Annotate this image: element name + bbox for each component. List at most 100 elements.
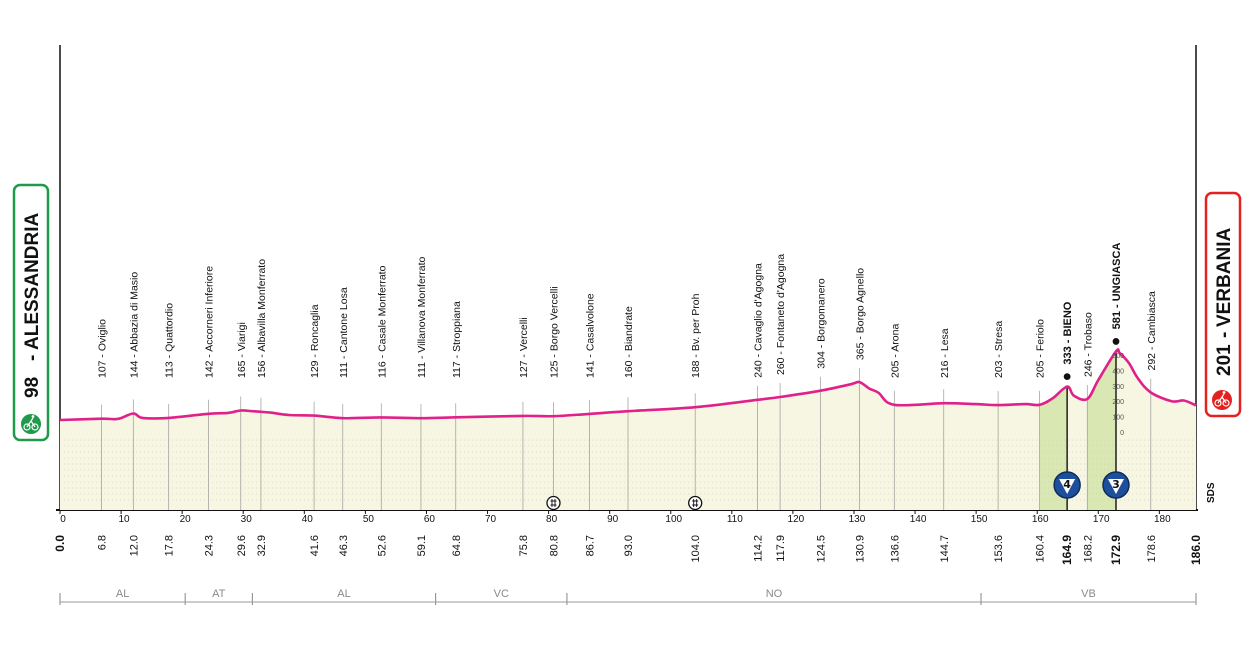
sds-label: SDS — [1206, 482, 1217, 503]
waypoint-label: 365 - Borgo Agnello — [855, 268, 867, 360]
waypoint-label: 160 - Biandrate — [623, 306, 635, 378]
km-tick-label: 160 — [1032, 514, 1049, 525]
km-tick-label: 80 — [546, 514, 558, 525]
summit-marker — [1112, 338, 1120, 345]
climb-area — [1087, 351, 1116, 510]
distance-label: 46.3 — [338, 535, 350, 556]
province-label: AT — [212, 588, 226, 600]
waypoint-label: 260 - Fontaneto d'Agogna — [775, 254, 787, 375]
distance-label: 117.9 — [775, 535, 787, 562]
province-label: VC — [494, 588, 509, 600]
distance-label: 104.0 — [690, 535, 702, 563]
waypoint-label: 292 - Cambiasca — [1146, 291, 1158, 371]
km-tick-label: 110 — [727, 514, 743, 525]
altitude-scale-label: 500 — [1112, 353, 1124, 360]
altitude-scale-label: 0 — [1120, 430, 1124, 437]
waypoint-label: 129 - Roncaglia — [309, 304, 321, 378]
altitude-scale-label: 300 — [1112, 384, 1124, 391]
waypoint-label: 205 - Feriolo — [1035, 319, 1047, 378]
km-tick-label: 100 — [665, 514, 682, 525]
waypoint-label: 246 - Trobaso — [1082, 312, 1094, 377]
finish-name: VERBANIA — [1214, 227, 1235, 327]
province-label: NO — [766, 588, 783, 600]
distance-label: 12.0 — [128, 535, 140, 556]
distance-label: 59.1 — [416, 535, 428, 556]
altitude-scale-label: 100 — [1112, 415, 1124, 422]
finish-altitude: 201 — [1214, 344, 1235, 376]
distance-label: 144.7 — [939, 535, 951, 563]
waypoint-label: 117 - Stroppiana — [451, 301, 463, 378]
km-tick-label: 0 — [60, 514, 66, 525]
start-badge: 98 - ALESSANDRIA — [12, 183, 50, 442]
km-tick-label: 140 — [910, 514, 927, 525]
sprint-icon — [688, 495, 703, 511]
svg-text:-: - — [1214, 332, 1235, 338]
kom-category: 4 — [1063, 478, 1071, 491]
start-altitude: 98 — [22, 377, 43, 398]
altitude-scale-label: 200 — [1112, 399, 1124, 406]
km-tick-label: 120 — [788, 514, 805, 525]
waypoint-label: 333 - BIENO — [1062, 301, 1074, 364]
distance-label: 136.6 — [889, 535, 901, 563]
distance-label: 114.2 — [753, 535, 765, 562]
summit-marker — [1063, 373, 1071, 381]
km-tick-label: 10 — [119, 514, 131, 525]
distance-label: 41.6 — [309, 535, 321, 556]
waypoint-label: 142 - Accorneri Inferiore — [203, 266, 215, 378]
kom-category: 3 — [1112, 478, 1120, 491]
start-name: ALESSANDRIA — [22, 212, 43, 350]
distance-label: 130.9 — [855, 535, 867, 563]
distance-label: 6.8 — [97, 535, 109, 550]
waypoint-label: 156 - Albavilla Monferrato — [256, 259, 268, 378]
waypoint-label: 240 - Cavaglio d'Agogna — [753, 263, 765, 378]
distance-label: 29.6 — [236, 535, 248, 556]
distance-label: 32.9 — [256, 535, 268, 556]
km-tick-label: 40 — [302, 514, 314, 525]
waypoint-label: 165 - Viarigi — [236, 322, 248, 378]
km-tick-label: 170 — [1093, 514, 1110, 525]
distance-label: 160.4 — [1035, 535, 1047, 563]
profile-line — [59, 348, 1197, 422]
distance-label: 186.0 — [1189, 535, 1203, 565]
cyclist-icon — [1212, 390, 1232, 410]
km-tick-label: 20 — [180, 514, 192, 525]
distance-label: 80.8 — [549, 535, 561, 556]
waypoint-label: 141 - Casalvolone — [585, 293, 597, 378]
km-tick-label: 50 — [363, 514, 375, 525]
sprint-icon-grid — [550, 499, 557, 507]
distance-label: 178.6 — [1146, 535, 1158, 563]
waypoint-label: 127 - Vercelli — [518, 317, 530, 378]
waypoint-label: 581 - UNGIASCA — [1111, 243, 1123, 330]
km-tick-label: 130 — [849, 514, 866, 525]
cyclist-icon — [21, 414, 41, 434]
waypoint-label: 205 - Arona — [889, 324, 901, 378]
waypoint-label: 216 - Lesa — [939, 328, 951, 378]
waypoint-label: 203 - Stresa — [993, 321, 1005, 378]
waypoint-label: 107 - Oviglio — [97, 319, 109, 378]
province-label: VB — [1081, 588, 1096, 600]
province-label: AL — [337, 588, 350, 600]
distance-label: 86.7 — [585, 535, 597, 556]
km-tick-label: 60 — [424, 514, 436, 525]
waypoint-label: 125 - Borgo Vercelli — [549, 286, 561, 378]
distance-label: 24.3 — [203, 535, 215, 556]
distance-label: 52.6 — [376, 535, 388, 556]
km-tick-label: 70 — [485, 514, 497, 525]
distance-label: 0.0 — [53, 535, 67, 552]
waypoint-label: 111 - Villanova Monferrato — [416, 256, 428, 378]
distance-label: 124.5 — [815, 535, 827, 563]
kom-triangle — [1107, 479, 1124, 494]
km-tick-label: 180 — [1154, 514, 1171, 525]
waypoint-label: 304 - Borgomanero — [815, 278, 827, 369]
finish-badge: 201 - VERBANIA — [1204, 191, 1242, 418]
distance-label: 75.8 — [518, 535, 530, 556]
distance-label: 64.8 — [451, 535, 463, 556]
waypoint-label: 144 - Abbazia di Masio — [128, 272, 140, 378]
waypoint-label: 111 - Cantone Losa — [338, 287, 350, 378]
kom-triangle — [1059, 479, 1076, 494]
svg-text:-: - — [22, 355, 43, 361]
distance-label: 153.6 — [993, 535, 1005, 563]
altitude-scale-label: 400 — [1112, 368, 1124, 375]
province-label: AL — [116, 588, 129, 600]
